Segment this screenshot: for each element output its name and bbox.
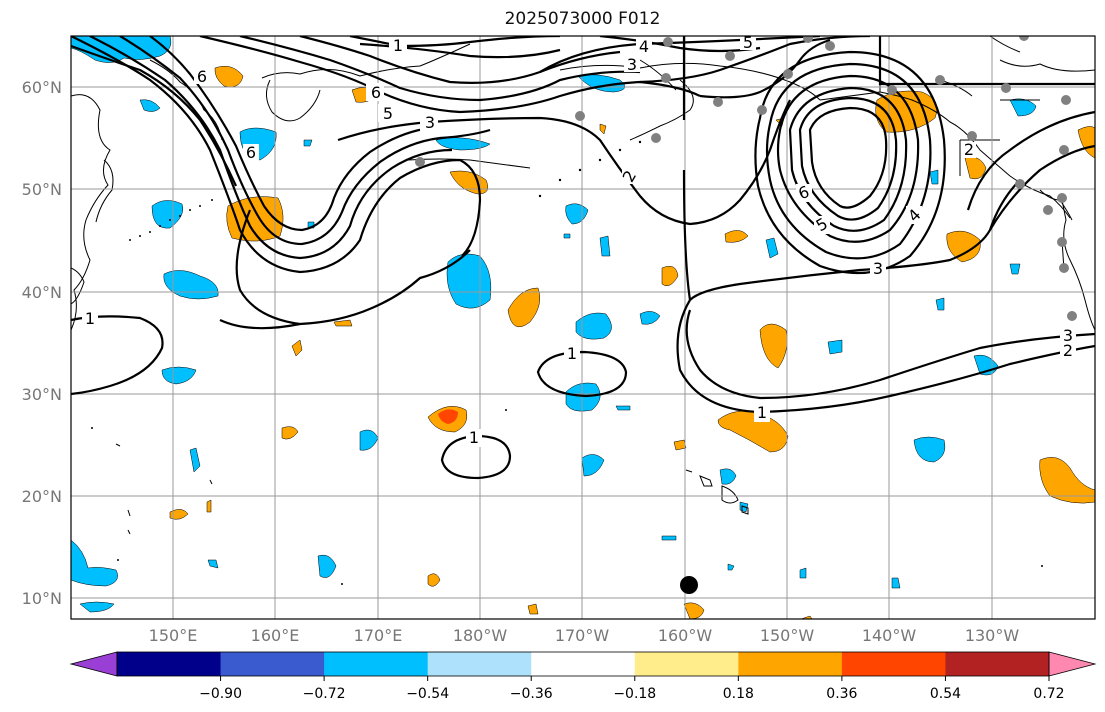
island-chain bbox=[91, 140, 1043, 585]
lon-label-170e: 170°E bbox=[354, 626, 403, 645]
colorbar-tick-label: −0.72 bbox=[303, 686, 346, 702]
contour-label: 5 bbox=[743, 33, 753, 52]
contour-label: 1 bbox=[469, 428, 479, 447]
contour-label: 3 bbox=[425, 113, 435, 132]
colorbar-left-arrow bbox=[69, 651, 118, 677]
colorbar-cell bbox=[324, 652, 429, 676]
contour-label: 1 bbox=[85, 309, 95, 328]
lon-label-160e: 160°E bbox=[251, 626, 300, 645]
contour-label: 6 bbox=[246, 143, 256, 162]
contour-label: 3 bbox=[627, 55, 637, 74]
colorbar-tick-label: −0.90 bbox=[199, 686, 242, 702]
contour-label: 3 bbox=[873, 259, 883, 278]
lat-label-40n: 40°N bbox=[22, 283, 62, 302]
graticule bbox=[71, 36, 1095, 619]
lon-label-150e: 150°E bbox=[149, 626, 198, 645]
contour-label: 5 bbox=[383, 104, 393, 123]
colorbar-tick-label: −0.54 bbox=[406, 686, 449, 702]
colorbar-tick-label: −0.36 bbox=[510, 686, 553, 702]
latitude-labels: 60°N 50°N 40°N 30°N 20°N 10°N bbox=[22, 78, 62, 608]
colorbar: −0.90 −0.72 −0.54 −0.36 −0.18 0.18 0.36 0.54 0.7… bbox=[69, 651, 1097, 702]
contour-label: 1 bbox=[393, 36, 403, 55]
map-frame bbox=[70, 35, 1096, 620]
storm-center-marker bbox=[680, 576, 698, 594]
lon-label-160w: 160°W bbox=[658, 626, 713, 645]
lat-label-60n: 60°N bbox=[22, 78, 62, 97]
lon-label-150w: 150°W bbox=[760, 626, 815, 645]
longitude-labels: 150°E 160°E 170°E 180°W 170°W 160°W 150°… bbox=[149, 626, 1020, 645]
colorbar-tick-label: −0.18 bbox=[613, 686, 656, 702]
lat-label-30n: 30°N bbox=[22, 385, 62, 404]
colorbar-cell bbox=[427, 652, 532, 676]
strong-positive-anomaly-shading bbox=[438, 409, 458, 424]
colorbar-tick-label: 0.54 bbox=[930, 686, 961, 702]
negative-anomaly-shading bbox=[71, 36, 1037, 613]
colorbar-cell bbox=[634, 652, 739, 676]
colorbar-right-arrow bbox=[1048, 651, 1097, 677]
lat-label-50n: 50°N bbox=[22, 180, 62, 199]
colorbar-cell bbox=[738, 652, 843, 676]
lat-label-20n: 20°N bbox=[22, 487, 62, 506]
colorbar-tick-label: 0.72 bbox=[1033, 686, 1064, 702]
islands bbox=[115, 158, 749, 535]
colorbar-cell bbox=[945, 652, 1050, 676]
colorbar-tick-label: 0.36 bbox=[826, 686, 857, 702]
lon-label-130w: 130°W bbox=[965, 626, 1020, 645]
colorbar-cell bbox=[220, 652, 325, 676]
contour-label: 4 bbox=[639, 37, 649, 56]
colorbar-tick-label: 0.18 bbox=[723, 686, 754, 702]
lat-label-10n: 10°N bbox=[22, 589, 62, 608]
contour-label: 1 bbox=[567, 344, 577, 363]
contour-label: 1 bbox=[757, 403, 767, 422]
colorbar-cell bbox=[531, 652, 636, 676]
contour-label: 2 bbox=[964, 140, 974, 159]
coastlines bbox=[71, 36, 1095, 331]
lon-label-180w: 180°W bbox=[453, 626, 508, 645]
contour-label: 6 bbox=[371, 83, 381, 102]
map-title: 2025073000 F012 bbox=[504, 9, 661, 29]
station-markers bbox=[415, 36, 1077, 321]
contour-label: 6 bbox=[197, 67, 207, 86]
colorbar-cell bbox=[841, 652, 946, 676]
lon-label-170w: 170°W bbox=[555, 626, 610, 645]
map-plot-area: 1 6 5 3 2 6 6 5 4 3 1 1 1 1 2 3 6 5 4 3 … bbox=[71, 33, 1095, 619]
contour-label: 2 bbox=[1063, 341, 1073, 360]
colorbar-cell bbox=[117, 652, 222, 676]
contour-value-labels: 1 6 5 3 2 6 6 5 4 3 1 1 1 1 2 3 6 5 4 3 … bbox=[82, 33, 1076, 447]
contour-label: 3 bbox=[1063, 326, 1073, 345]
lon-label-140w: 140°W bbox=[862, 626, 917, 645]
